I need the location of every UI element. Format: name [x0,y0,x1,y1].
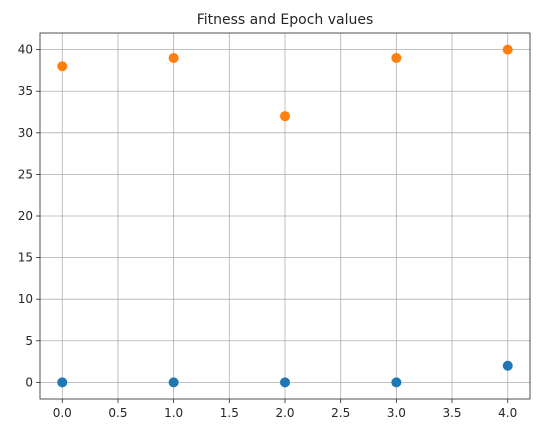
data-point-series-2 [391,52,402,63]
x-tick-label: 1.0 [164,406,183,420]
y-tick-label: 5 [25,334,33,348]
grid [40,33,530,399]
x-tick-label: 0.5 [108,406,127,420]
y-tick-label: 20 [18,209,33,223]
y-tick-label: 15 [18,251,33,265]
data-point-series-1 [502,360,513,371]
data-points [57,44,513,388]
y-tick-label: 25 [18,167,33,181]
data-point-series-1 [168,377,179,388]
x-tick-label: 3.0 [387,406,406,420]
y-tick-label: 10 [18,292,33,306]
x-tick-label: 0.0 [53,406,72,420]
chart-title: Fitness and Epoch values [197,12,374,28]
y-tick-label: 0 [25,375,33,389]
x-tick-label: 4.0 [498,406,517,420]
axes: 0.0 0.5 1.0 1.5 2.0 2.5 3.0 3.5 4.0 0 5 10 15 20 25 30 3… [18,43,518,420]
data-point-series-2 [280,111,290,122]
data-point-series-1 [280,377,290,388]
data-point-series-1 [391,377,402,388]
data-point-series-1 [57,377,68,388]
data-point-series-2 [502,44,513,55]
x-tick-label: 2.0 [275,406,294,420]
x-tick-label: 1.5 [220,406,239,420]
data-point-series-2 [57,61,68,72]
y-tick-label: 30 [18,126,33,140]
x-tick-label: 2.5 [331,406,350,420]
data-point-series-2 [168,52,179,63]
y-tick-label: 40 [18,43,33,57]
x-tick-label: 3.5 [442,406,461,420]
y-tick-label: 35 [18,84,33,98]
